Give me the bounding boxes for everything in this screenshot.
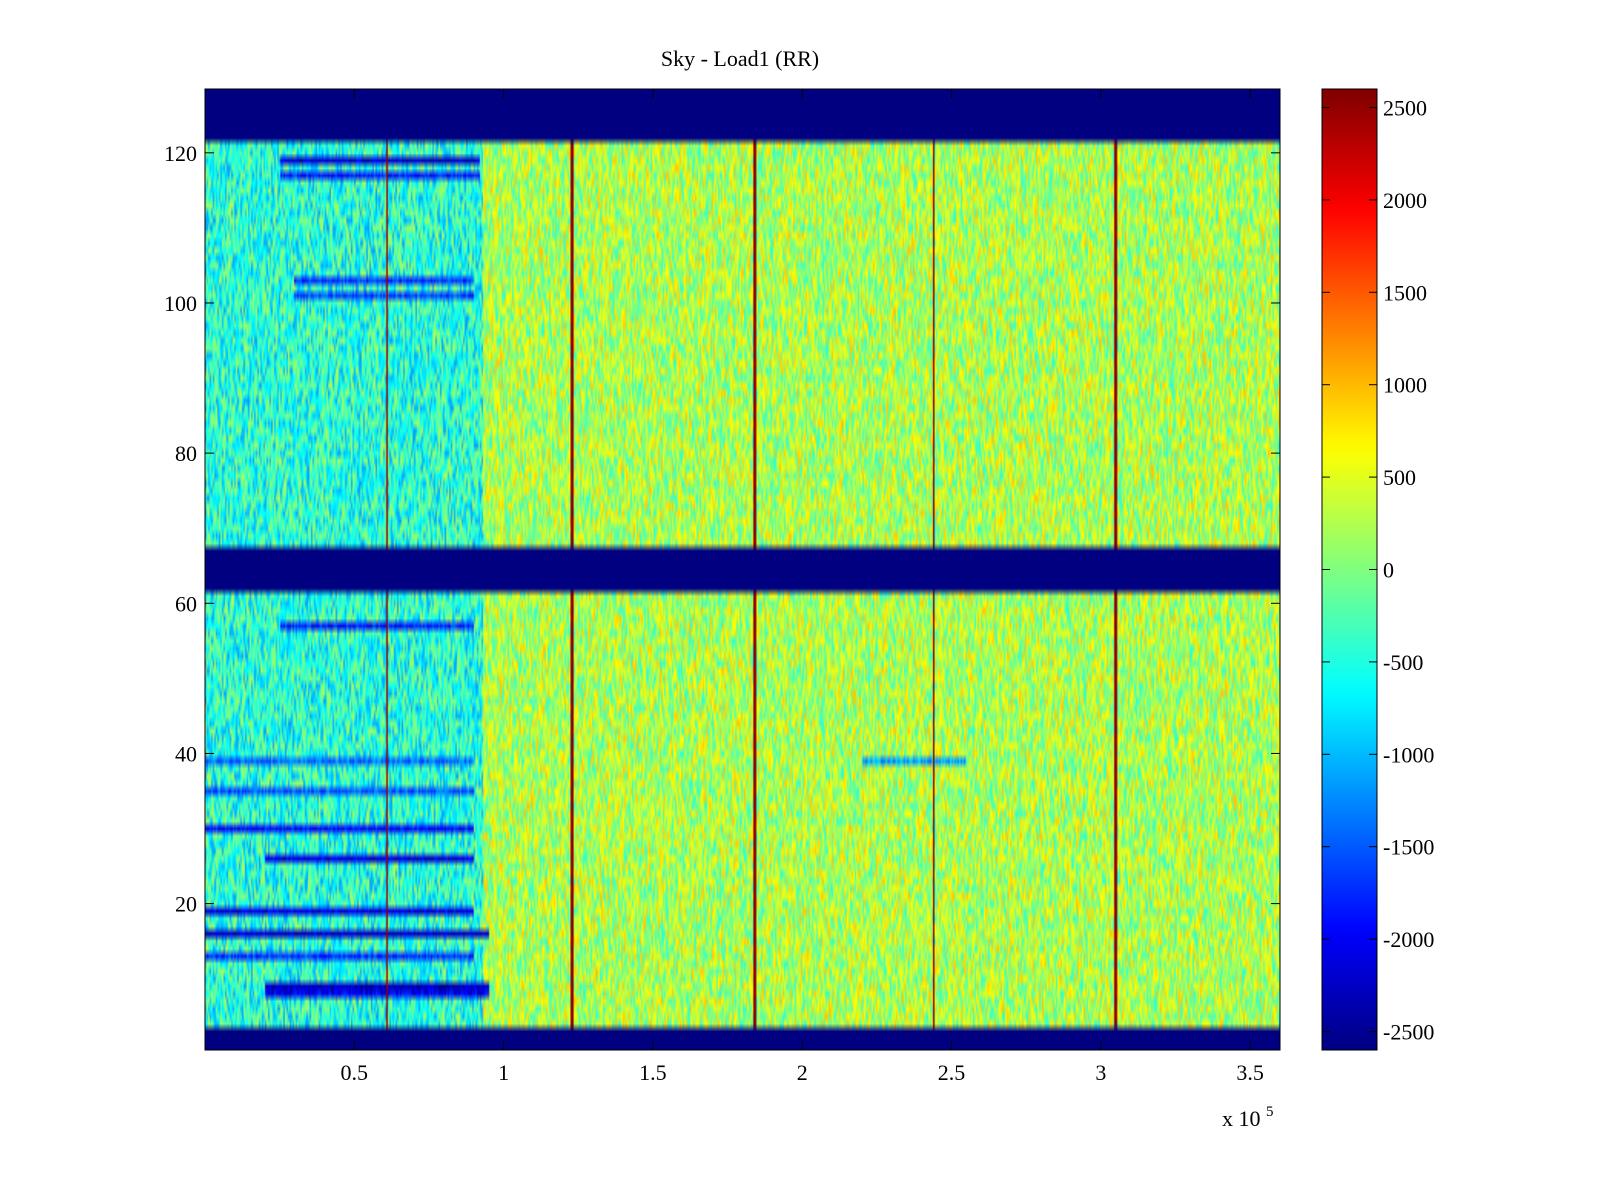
y-tick-label: 40 — [175, 741, 197, 766]
x-multiplier-exponent: 5 — [1266, 1104, 1274, 1120]
colorbar-gradient — [1322, 89, 1377, 1050]
colorbar-tick-label: 2000 — [1383, 188, 1427, 213]
colorbar-tick-label: 2500 — [1383, 95, 1427, 120]
colorbar-tick-label: 1500 — [1383, 280, 1427, 305]
colorbar-ticks: 2500 2000 1500 1000 500 0 -500 -1000 -1500 -2000 -… — [1322, 95, 1434, 1045]
colorbar-tick-label: -2000 — [1383, 927, 1434, 952]
colorbar-tick-label: -1500 — [1383, 835, 1434, 860]
x-tick-label: 1 — [498, 1060, 509, 1085]
chart-title: Sky - Load1 (RR) — [661, 46, 819, 71]
y-tick-label: 80 — [175, 441, 197, 466]
y-tick-label: 100 — [164, 291, 197, 316]
colorbar: 2500 2000 1500 1000 500 0 -500 -1000 -1500 -2000 -… — [1321, 88, 1434, 1051]
x-tick-label: 2 — [797, 1060, 808, 1085]
plot-frame — [204, 88, 1281, 1051]
x-axis: 0.5 1 1.5 2 2.5 3 3.5 — [341, 89, 1264, 1085]
y-tick-label: 120 — [164, 141, 197, 166]
y-tick-label: 20 — [175, 892, 197, 917]
heatmap-image — [205, 89, 1280, 1050]
colorbar-tick-label: 1000 — [1383, 373, 1427, 398]
plot-area — [204, 88, 1281, 1051]
colorbar-tick-label: 0 — [1383, 558, 1394, 583]
y-axis: 20 40 60 80 100 120 — [164, 141, 1280, 917]
y-tick-label: 60 — [175, 591, 197, 616]
x-axis-multiplier: x 10 5 — [1222, 1104, 1274, 1131]
x-tick-label: 0.5 — [341, 1060, 369, 1085]
colorbar-tick-label: -1000 — [1383, 742, 1434, 767]
colorbar-tick-label: -2500 — [1383, 1020, 1434, 1045]
x-tick-label: 2.5 — [938, 1060, 966, 1085]
x-multiplier-base: x 10 — [1222, 1106, 1261, 1131]
colorbar-tick-label: 500 — [1383, 465, 1416, 490]
colorbar-tick-label: -500 — [1383, 650, 1423, 675]
x-tick-label: 1.5 — [639, 1060, 667, 1085]
x-tick-label: 3 — [1095, 1060, 1106, 1085]
x-tick-label: 3.5 — [1236, 1060, 1264, 1085]
